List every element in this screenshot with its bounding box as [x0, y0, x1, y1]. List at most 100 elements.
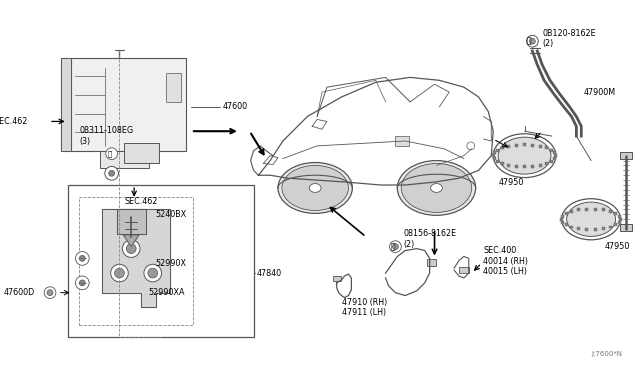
Text: ⓝ: ⓝ — [108, 150, 112, 157]
Circle shape — [79, 280, 85, 286]
Bar — [619, 218, 622, 221]
Bar — [609, 210, 612, 213]
Text: SEC.400
40014 (RH)
40015 (LH): SEC.400 40014 (RH) 40015 (LH) — [483, 246, 529, 276]
Bar — [550, 149, 553, 152]
Bar — [560, 218, 563, 221]
Bar — [515, 144, 518, 147]
Bar — [618, 221, 621, 224]
Circle shape — [109, 170, 115, 176]
Text: 47950: 47950 — [498, 177, 524, 187]
Text: J:7600*N: J:7600*N — [591, 351, 622, 357]
Bar — [100, 151, 149, 169]
Text: 5240BX: 5240BX — [156, 210, 187, 219]
Bar — [508, 145, 510, 148]
Bar — [427, 259, 436, 266]
Text: SEC.462: SEC.462 — [0, 117, 28, 126]
Text: 0B120-8162E
(2): 0B120-8162E (2) — [542, 29, 596, 48]
Bar — [493, 151, 496, 154]
Bar — [396, 136, 409, 146]
Bar — [561, 215, 564, 218]
Bar — [554, 154, 557, 157]
Bar — [586, 208, 588, 211]
Text: 47600D: 47600D — [4, 288, 35, 297]
Bar — [459, 267, 468, 273]
Polygon shape — [124, 235, 139, 247]
Circle shape — [390, 241, 401, 253]
Ellipse shape — [309, 183, 321, 192]
Ellipse shape — [278, 163, 353, 214]
Bar — [523, 165, 526, 168]
Bar — [620, 224, 632, 231]
Text: 08311-108EG
(3): 08311-108EG (3) — [79, 126, 134, 146]
Circle shape — [105, 166, 118, 180]
Circle shape — [47, 290, 53, 296]
Bar — [501, 162, 504, 165]
Circle shape — [148, 268, 157, 278]
Bar — [515, 165, 518, 168]
Text: Ⓑ: Ⓑ — [390, 242, 395, 251]
Text: 47600: 47600 — [222, 102, 247, 111]
Bar — [508, 164, 510, 167]
Bar — [166, 73, 181, 102]
Ellipse shape — [562, 199, 620, 240]
Circle shape — [106, 148, 118, 160]
Bar — [565, 212, 568, 215]
Text: Ⓑ: Ⓑ — [527, 37, 531, 46]
Bar — [554, 157, 556, 160]
Bar — [492, 154, 495, 157]
Bar — [577, 208, 580, 211]
Bar — [333, 276, 340, 281]
Polygon shape — [61, 58, 70, 151]
Bar — [620, 152, 632, 158]
Circle shape — [126, 244, 136, 253]
Text: 47900M: 47900M — [583, 87, 616, 97]
Bar — [545, 162, 548, 165]
Text: SEC.462: SEC.462 — [124, 197, 157, 206]
Bar — [531, 165, 534, 168]
Bar — [570, 225, 573, 228]
Text: 47950: 47950 — [605, 242, 630, 251]
Bar — [614, 223, 617, 226]
Bar — [523, 143, 526, 146]
Ellipse shape — [401, 164, 472, 212]
Circle shape — [467, 142, 475, 150]
Ellipse shape — [431, 183, 442, 192]
Bar — [79, 197, 193, 325]
Polygon shape — [116, 209, 146, 234]
Bar — [602, 227, 605, 230]
Bar — [68, 185, 253, 337]
Bar — [609, 225, 612, 228]
Bar — [539, 145, 541, 148]
Ellipse shape — [282, 166, 348, 211]
Ellipse shape — [493, 134, 556, 177]
Circle shape — [44, 287, 56, 298]
Bar — [501, 147, 504, 150]
Bar — [594, 208, 596, 211]
Bar — [586, 228, 588, 231]
Circle shape — [144, 264, 161, 282]
Bar — [565, 223, 568, 226]
Circle shape — [527, 35, 538, 47]
Circle shape — [111, 264, 128, 282]
Text: 47910 (RH)
47911 (LH): 47910 (RH) 47911 (LH) — [342, 298, 387, 317]
Bar — [493, 157, 496, 160]
Bar — [570, 210, 573, 213]
Bar — [618, 215, 621, 218]
Ellipse shape — [397, 161, 476, 215]
Ellipse shape — [498, 137, 551, 174]
Text: 47840: 47840 — [257, 269, 282, 278]
Circle shape — [122, 240, 140, 257]
Text: 52990X: 52990X — [156, 259, 187, 268]
Circle shape — [115, 268, 124, 278]
Text: 08156-8162E
(2): 08156-8162E (2) — [403, 229, 456, 248]
Circle shape — [529, 38, 535, 44]
Bar — [594, 228, 596, 231]
Circle shape — [76, 251, 89, 265]
Bar — [539, 164, 541, 167]
Bar — [614, 212, 617, 215]
Bar — [124, 143, 159, 163]
Ellipse shape — [566, 202, 616, 236]
Bar — [545, 147, 548, 150]
Bar — [70, 58, 186, 151]
Text: 52990XA: 52990XA — [149, 288, 186, 297]
